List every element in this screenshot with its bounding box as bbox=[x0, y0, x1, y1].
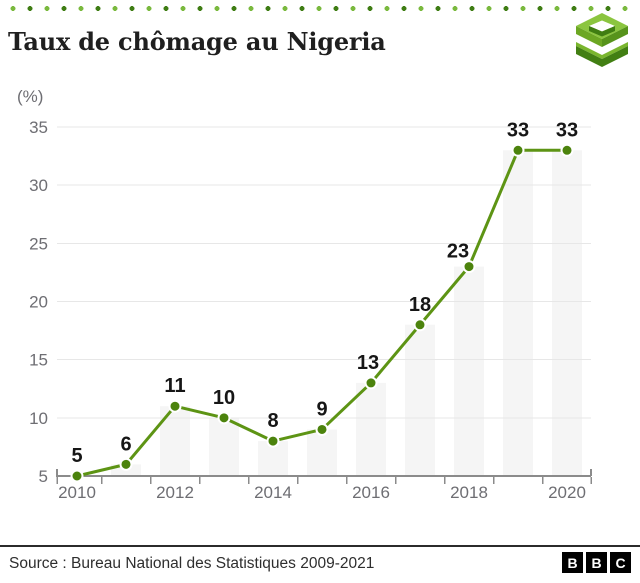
svg-text:2016: 2016 bbox=[352, 483, 390, 502]
bbc-logo-letter: B bbox=[562, 552, 583, 573]
svg-text:8: 8 bbox=[267, 410, 278, 432]
svg-text:2012: 2012 bbox=[156, 483, 194, 502]
value-labels: 5 6 11 10 8 9 13 18 23 33 33 bbox=[71, 119, 578, 467]
svg-text:15: 15 bbox=[29, 351, 48, 370]
svg-text:18: 18 bbox=[409, 294, 431, 316]
page-title: Taux de chômage au Nigeria bbox=[8, 27, 386, 56]
data-points bbox=[70, 143, 574, 483]
bbc-logo: B B C bbox=[562, 552, 631, 573]
svg-text:20: 20 bbox=[29, 293, 48, 312]
svg-text:9: 9 bbox=[316, 398, 327, 420]
svg-text:6: 6 bbox=[120, 433, 131, 455]
svg-text:30: 30 bbox=[29, 176, 48, 195]
bbc-logo-letter: B bbox=[586, 552, 607, 573]
svg-text:2010: 2010 bbox=[58, 483, 96, 502]
source-note: Source : Bureau National des Statistique… bbox=[9, 555, 375, 572]
background-bars bbox=[111, 150, 582, 476]
svg-text:13: 13 bbox=[357, 352, 379, 374]
dotted-top-border bbox=[10, 5, 634, 12]
bbc-logo-letter: C bbox=[610, 552, 631, 573]
svg-text:5: 5 bbox=[39, 467, 48, 486]
svg-text:25: 25 bbox=[29, 234, 48, 253]
svg-text:33: 33 bbox=[556, 119, 578, 141]
y-axis-labels: 5 10 15 20 25 30 35 (%) bbox=[17, 87, 48, 486]
svg-text:10: 10 bbox=[213, 387, 235, 409]
svg-text:35: 35 bbox=[29, 118, 48, 137]
gridlines bbox=[57, 126, 591, 419]
svg-text:5: 5 bbox=[71, 445, 82, 467]
svg-text:11: 11 bbox=[164, 375, 185, 397]
stacked-layers-logo-icon bbox=[576, 13, 628, 67]
footer-divider bbox=[0, 545, 640, 547]
svg-text:2018: 2018 bbox=[450, 483, 488, 502]
svg-text:33: 33 bbox=[507, 119, 529, 141]
svg-text:23: 23 bbox=[447, 241, 469, 263]
svg-text:10: 10 bbox=[29, 409, 48, 428]
svg-text:2020: 2020 bbox=[548, 483, 586, 502]
svg-text:2014: 2014 bbox=[254, 483, 292, 502]
x-axis bbox=[56, 469, 592, 484]
unemployment-line-chart: 5 10 15 20 25 30 35 (%) 2010 2012 2014 2016 2018 2020… bbox=[17, 87, 592, 502]
y-axis-unit-label: (%) bbox=[17, 87, 43, 106]
x-axis-labels: 2010 2012 2014 2016 2018 2020 bbox=[58, 483, 586, 502]
